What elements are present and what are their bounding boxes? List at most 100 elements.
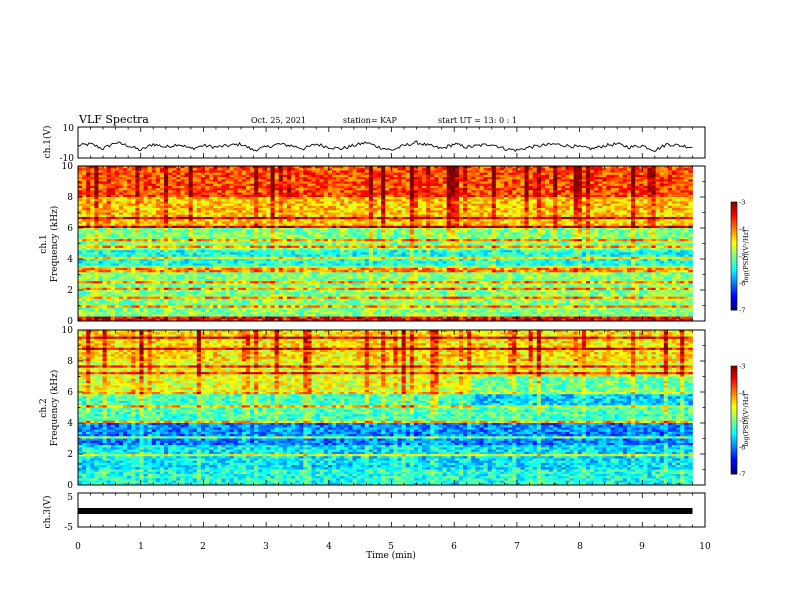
spectrogram-cell [135, 168, 140, 171]
spectrogram-cell [577, 223, 583, 227]
spectrogram-cell [635, 185, 640, 189]
spectrogram-cell [626, 177, 632, 180]
spectrogram-cell [479, 170, 484, 174]
spectrogram-cell [430, 179, 435, 182]
spectrogram-cell [172, 230, 177, 233]
spectrogram-cell [409, 183, 415, 187]
spectrogram-cell [123, 174, 128, 178]
spectrogram-cell [573, 219, 579, 222]
spectrogram-cell [577, 234, 583, 238]
spectrogram-cell [188, 234, 194, 238]
spectrogram-cell [544, 199, 550, 202]
spectrogram-cell [274, 230, 280, 233]
spectrogram-cell [356, 179, 362, 182]
spectrogram-cell [78, 166, 83, 169]
spectrogram-cell [340, 194, 345, 198]
spectrogram-cell [516, 192, 521, 196]
spectrogram-cell [643, 194, 648, 198]
spectrogram-cell [98, 192, 103, 196]
spectrogram-cell [569, 174, 575, 178]
spectrogram-cell [430, 223, 435, 227]
spectrogram-cell [114, 197, 120, 200]
spectrogram-cell [164, 214, 169, 218]
spectrogram-cell [139, 181, 144, 185]
spectrogram-cell [282, 170, 288, 174]
spectrogram-cell [618, 219, 624, 222]
spectrogram-cell [524, 188, 530, 191]
spectrogram-cell [540, 185, 546, 189]
spectrogram-cell [430, 230, 435, 233]
spectrogram-cell [680, 197, 685, 200]
spectrogram-cell [274, 185, 280, 189]
spectrogram-cell [118, 190, 124, 193]
spectrogram-cell [311, 219, 316, 222]
spectrogram-cell [590, 208, 595, 211]
ch1-waveform-frame [77, 126, 706, 159]
spectrogram-cell [471, 234, 476, 238]
spectrogram-cell [631, 170, 636, 174]
spectrogram-cell [561, 166, 566, 169]
spectrogram-cell [405, 174, 411, 178]
spectrogram-cell [229, 179, 235, 182]
spectrogram-cell [110, 170, 116, 174]
spectrogram-cell [110, 188, 116, 191]
spectrogram-cell [454, 174, 460, 178]
spectrogram-cell [348, 172, 353, 176]
spectrogram-cell [356, 172, 362, 176]
spectrogram-cell [401, 190, 407, 193]
spectrogram-cell [659, 188, 665, 191]
spectrogram-cell [401, 197, 407, 200]
spectrogram-cell [278, 194, 284, 198]
spectrogram-cell [442, 190, 448, 193]
spectrogram-cell [450, 219, 456, 222]
spectrogram-cell [524, 174, 530, 178]
spectrogram-cell [180, 234, 185, 238]
spectrogram-cell [483, 174, 489, 178]
spectrogram-cell [323, 174, 329, 178]
spectrogram-cell [274, 177, 280, 180]
spectrogram-cell [315, 177, 321, 180]
spectrogram-cell [360, 234, 366, 238]
spectrogram-cell [598, 177, 603, 180]
spectrogram-cell [90, 205, 95, 209]
spectrogram-cell [307, 208, 312, 211]
spectrogram-cell [237, 179, 243, 182]
spectrogram-cell [331, 197, 337, 200]
spectrogram-cell [127, 223, 132, 227]
spectrogram-cell [192, 177, 198, 180]
spectrogram-cell [106, 194, 112, 198]
spectrogram-cell [303, 234, 308, 238]
spectrogram-cell [393, 181, 398, 185]
spectrogram-cell [78, 192, 83, 196]
spectrogram-cell [405, 194, 411, 198]
spectrogram-cell [217, 166, 222, 169]
spectrogram-cell [282, 174, 288, 178]
spectrogram-cell [643, 166, 648, 169]
spectrogram-cell [565, 168, 570, 171]
spectrogram-cell [102, 183, 108, 187]
spectrogram-cell [508, 230, 513, 233]
spectrogram-cell [352, 197, 357, 200]
spectrogram-cell [295, 190, 300, 193]
spectrogram-cell [372, 183, 378, 187]
spectrogram-cell [569, 183, 575, 187]
spectrogram-cell [536, 166, 542, 169]
spectrogram-cell [164, 223, 169, 227]
spectrogram-cell [131, 166, 136, 169]
spectrogram-cell [635, 188, 640, 191]
spectrogram-cell [598, 174, 603, 178]
spectrogram-cell [192, 166, 198, 169]
spectrogram-cell [204, 230, 210, 233]
spectrogram-cell [413, 197, 419, 200]
spectrogram-cell [684, 181, 689, 185]
spectrogram-cell [676, 166, 681, 169]
spectrogram-cell [569, 203, 575, 207]
spectrogram-cell [495, 174, 501, 178]
spectrogram-cell [94, 208, 99, 211]
spectrogram-cell [655, 168, 661, 171]
spectrogram-cell [590, 181, 595, 185]
spectrogram-cell [110, 205, 116, 209]
spectrogram-cell [258, 170, 263, 174]
spectrogram-cell [282, 172, 288, 176]
spectrogram-cell [352, 230, 357, 233]
